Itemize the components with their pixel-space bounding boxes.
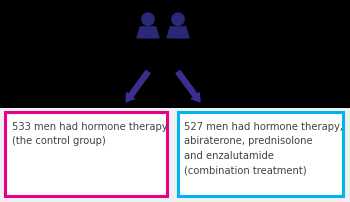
FancyArrow shape [126,70,150,102]
Bar [0,108,350,202]
Text: 527 men had hormone therapy,
abiraterone, prednisolone
and enzalutamide
(combina: 527 men had hormone therapy, abiraterone… [184,122,343,175]
FancyArrow shape [176,70,200,102]
Bar [5,112,167,196]
Circle shape [142,13,154,25]
Polygon shape [167,27,189,38]
Circle shape [172,13,184,25]
Polygon shape [137,27,159,38]
Bar [178,112,343,196]
Text: 533 men had hormone therapy
(the control group): 533 men had hormone therapy (the control… [12,122,168,146]
